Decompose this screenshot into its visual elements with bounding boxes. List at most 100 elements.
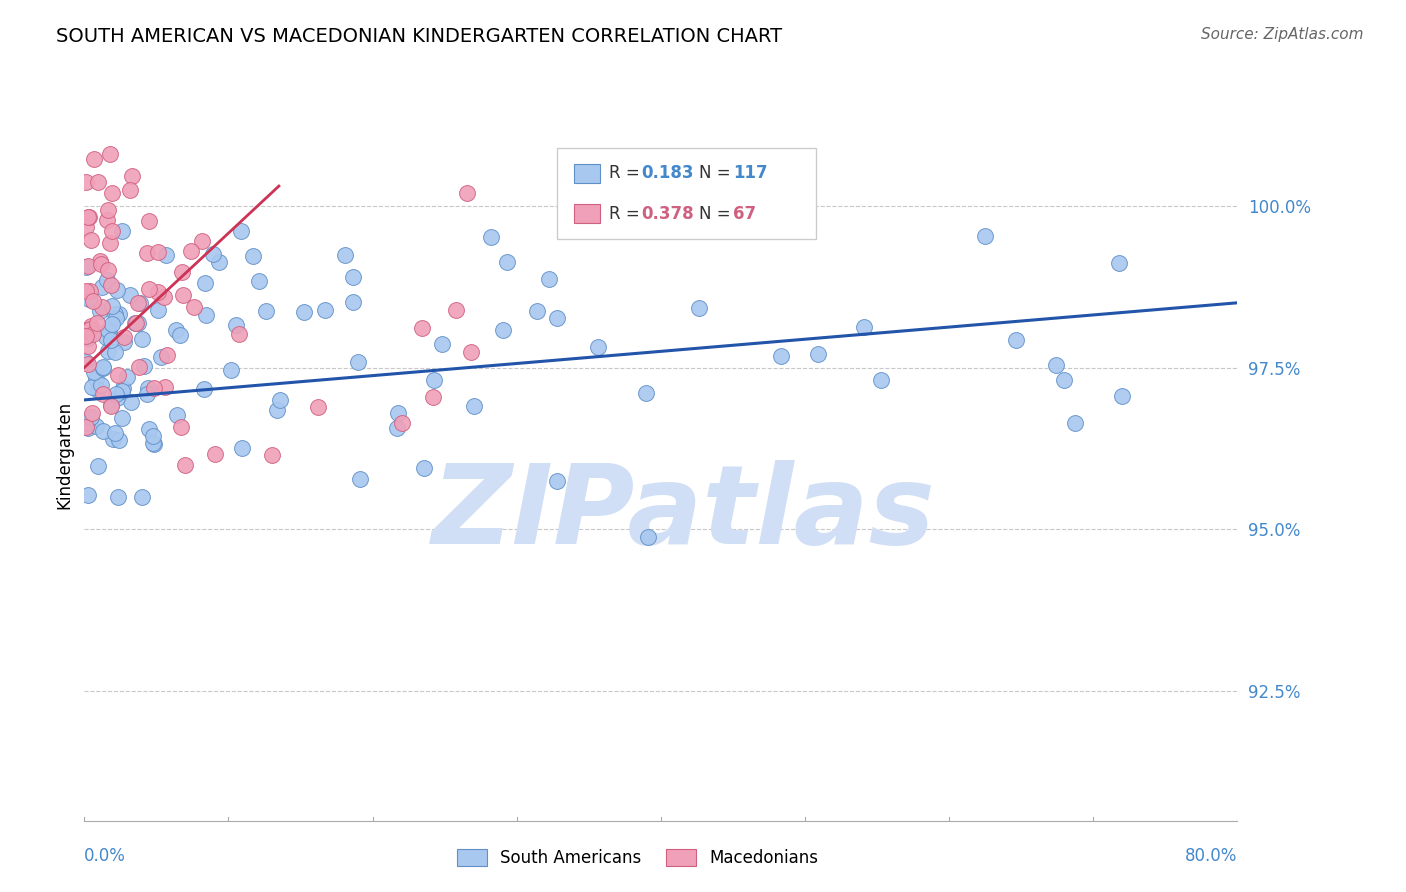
Legend: South Americans, Macedonians: South Americans, Macedonians: [457, 849, 818, 867]
Point: [75, 219, 97, 234]
Point: [208, 254, 231, 268]
Point: [456, 186, 478, 200]
Point: [77, 259, 100, 273]
Point: [83, 365, 105, 379]
Point: [586, 340, 609, 354]
FancyBboxPatch shape: [557, 148, 817, 239]
Point: [1004, 333, 1026, 347]
Point: [194, 309, 217, 323]
Y-axis label: Kindergarten: Kindergarten: [55, 401, 73, 509]
Point: [89, 253, 111, 268]
Text: R =: R =: [609, 164, 645, 182]
Point: [180, 244, 202, 258]
Point: [87, 459, 110, 474]
Point: [153, 380, 176, 394]
Point: [100, 398, 122, 412]
Point: [75, 420, 97, 434]
Point: [112, 329, 135, 343]
Point: [688, 301, 710, 315]
Point: [91, 300, 114, 314]
Point: [105, 311, 128, 326]
Point: [101, 317, 124, 331]
Point: [153, 290, 176, 304]
Point: [260, 448, 283, 462]
Text: ZIPatlas: ZIPatlas: [432, 460, 936, 567]
Point: [120, 395, 142, 409]
Point: [172, 288, 194, 302]
Point: [342, 269, 364, 284]
Point: [98, 147, 121, 161]
Point: [107, 368, 129, 383]
Point: [82, 326, 104, 341]
Point: [86, 383, 108, 397]
Point: [135, 246, 157, 260]
Point: [193, 382, 215, 396]
Point: [75, 175, 97, 189]
Point: [83, 153, 105, 167]
Point: [142, 381, 165, 395]
Point: [118, 183, 141, 197]
Point: [91, 387, 114, 401]
Point: [463, 400, 485, 414]
Point: [266, 403, 288, 417]
Point: [422, 391, 444, 405]
Point: [166, 408, 188, 422]
Point: [77, 420, 100, 434]
Point: [125, 316, 148, 330]
Point: [138, 422, 160, 436]
Point: [100, 334, 122, 348]
Point: [138, 282, 160, 296]
Point: [247, 274, 270, 288]
Point: [76, 417, 98, 431]
Point: [219, 362, 242, 376]
Point: [349, 472, 371, 486]
Point: [97, 323, 120, 337]
Text: 0.0%: 0.0%: [84, 847, 127, 864]
Point: [82, 406, 104, 420]
Point: [90, 377, 112, 392]
Point: [86, 316, 108, 330]
Point: [104, 307, 127, 321]
Point: [770, 349, 793, 363]
Point: [131, 332, 153, 346]
Point: [173, 458, 195, 472]
Point: [142, 428, 165, 442]
Point: [165, 323, 187, 337]
Point: [342, 295, 364, 310]
Point: [80, 233, 103, 247]
Point: [146, 244, 169, 259]
Point: [314, 302, 336, 317]
Point: [77, 292, 100, 306]
Point: [101, 224, 124, 238]
Point: [138, 381, 160, 395]
Point: [105, 391, 128, 405]
Point: [97, 325, 120, 339]
Point: [853, 319, 876, 334]
Point: [269, 392, 291, 407]
Point: [391, 416, 413, 430]
Point: [423, 373, 446, 387]
Point: [444, 302, 467, 317]
Text: R =: R =: [609, 204, 645, 222]
Point: [75, 355, 97, 369]
Point: [413, 461, 436, 475]
Point: [254, 304, 277, 318]
Point: [636, 385, 658, 400]
Point: [347, 355, 370, 369]
Point: [90, 280, 112, 294]
Point: [112, 381, 135, 395]
Point: [82, 294, 104, 309]
Point: [127, 317, 149, 331]
Point: [96, 273, 118, 287]
Point: [96, 330, 118, 344]
Point: [652, 206, 675, 220]
Point: [80, 319, 103, 334]
Point: [101, 299, 124, 313]
Point: [148, 302, 170, 317]
Point: [86, 372, 108, 386]
Point: [75, 284, 97, 298]
Point: [460, 344, 482, 359]
Point: [77, 210, 100, 224]
Point: [104, 345, 127, 359]
Point: [124, 316, 146, 330]
